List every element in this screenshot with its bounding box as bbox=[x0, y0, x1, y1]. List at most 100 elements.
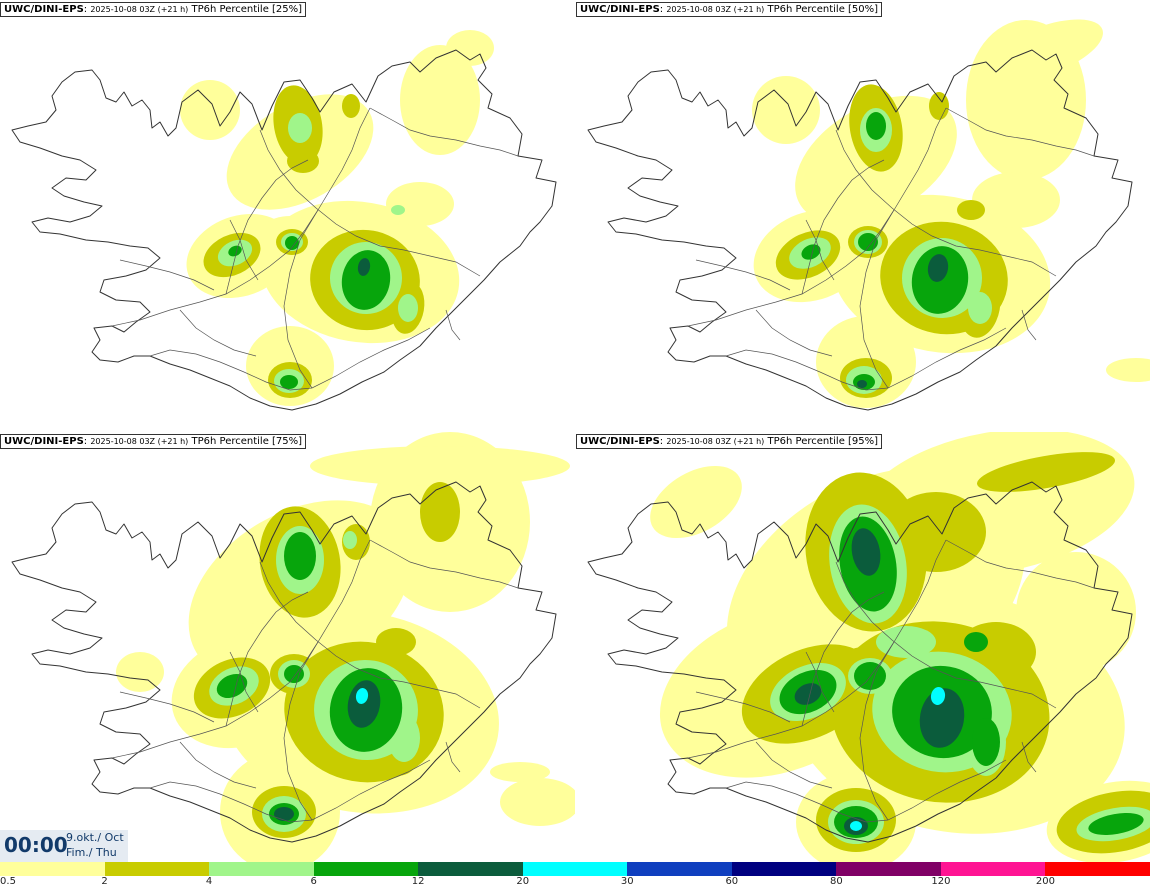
coastline bbox=[11, 481, 557, 843]
road-line bbox=[801, 591, 885, 727]
precip-contour bbox=[801, 244, 821, 260]
precip-contour bbox=[180, 80, 240, 140]
road-line bbox=[687, 539, 947, 759]
road-line bbox=[725, 327, 1007, 391]
road-line bbox=[111, 107, 371, 327]
road-line bbox=[225, 591, 309, 727]
precip-contour bbox=[854, 662, 886, 690]
precip-contour bbox=[977, 452, 1115, 492]
precip-contour bbox=[116, 652, 164, 692]
coastline bbox=[587, 481, 1133, 843]
iceland-map bbox=[11, 432, 575, 863]
legend-swatch bbox=[104, 862, 210, 876]
precip-contour bbox=[420, 482, 460, 542]
legend-label: 30 bbox=[620, 876, 634, 887]
road-line bbox=[259, 129, 481, 277]
panel-title: UWC/DINI-EPS: 2025-10-08 03Z (+21 h) TP6… bbox=[576, 2, 883, 17]
precip-contour bbox=[930, 687, 946, 705]
road-line bbox=[725, 759, 1007, 823]
road-line bbox=[149, 327, 431, 391]
precip-contour bbox=[228, 245, 242, 257]
panel-title: UWC/DINI-EPS: 2025-10-08 03Z (+21 h) TP6… bbox=[0, 434, 307, 449]
precip-contour bbox=[446, 30, 494, 66]
road-line bbox=[369, 107, 519, 157]
precip-contour bbox=[989, 19, 1103, 81]
road-line bbox=[695, 691, 791, 723]
road-line bbox=[225, 159, 309, 295]
legend-label: 12 bbox=[411, 876, 425, 887]
road-line bbox=[1021, 309, 1037, 341]
precip-contour bbox=[972, 172, 1060, 228]
precip-contour bbox=[386, 182, 454, 226]
precip-contour bbox=[355, 688, 369, 704]
precip-contour bbox=[216, 673, 248, 699]
road-line bbox=[369, 539, 519, 589]
road-line bbox=[283, 641, 319, 821]
legend-label: 60 bbox=[725, 876, 739, 887]
legend-swatch bbox=[313, 862, 419, 876]
legend-label: 20 bbox=[516, 876, 530, 887]
iceland-map bbox=[11, 30, 557, 411]
road-line bbox=[755, 741, 833, 789]
precip-contour bbox=[876, 626, 936, 658]
precip-contour bbox=[500, 778, 575, 826]
legend-swatch bbox=[836, 862, 942, 876]
legend-label: 80 bbox=[829, 876, 843, 887]
iceland-map bbox=[587, 19, 1150, 411]
valid-time-box: 00:00 9.okt./ Oct Fim./ Thu bbox=[0, 830, 128, 862]
road-line bbox=[283, 209, 319, 389]
precip-contour bbox=[274, 807, 294, 821]
precip-contour bbox=[285, 236, 299, 250]
precip-contour bbox=[280, 375, 298, 389]
precip-contour bbox=[964, 632, 988, 652]
road-line bbox=[755, 309, 833, 357]
map-panel-p50: UWC/DINI-EPS: 2025-10-08 03Z (+21 h) TP6… bbox=[576, 0, 1150, 431]
road-line bbox=[229, 651, 259, 713]
road-line bbox=[835, 129, 1057, 277]
precip-contour bbox=[490, 762, 550, 782]
road-line bbox=[111, 539, 371, 759]
precip-contour bbox=[972, 718, 1000, 766]
color-legend: 0.5 2 4 6 12 20 30 60 80 120 200 bbox=[0, 862, 1150, 891]
panel-title: UWC/DINI-EPS: 2025-10-08 03Z (+21 h) TP6… bbox=[0, 2, 307, 17]
precip-contour bbox=[794, 683, 822, 705]
panel-title: UWC/DINI-EPS: 2025-10-08 03Z (+21 h) TP6… bbox=[576, 434, 883, 449]
precip-contour bbox=[851, 528, 881, 576]
road-line bbox=[695, 259, 791, 291]
precip-contour bbox=[376, 628, 416, 656]
precip-contour bbox=[284, 532, 316, 580]
legend-swatch bbox=[522, 862, 628, 876]
precip-contour bbox=[752, 76, 820, 144]
legend-swatch bbox=[418, 862, 524, 876]
valid-day: Fim./ Thu bbox=[66, 846, 117, 859]
precip-contour bbox=[347, 680, 381, 728]
precip-contour bbox=[929, 92, 949, 120]
road-line bbox=[119, 691, 215, 723]
legend-swatch bbox=[940, 862, 1046, 876]
road-line bbox=[229, 219, 259, 281]
road-line bbox=[259, 561, 481, 709]
legend-label: 120 bbox=[931, 876, 951, 887]
precip-contour bbox=[357, 258, 371, 276]
precip-contour bbox=[927, 254, 949, 282]
road-line bbox=[119, 259, 215, 291]
legend-label: 0.5 bbox=[0, 876, 16, 887]
legend-label: 2 bbox=[101, 876, 108, 887]
road-line bbox=[1021, 741, 1037, 773]
road-line bbox=[179, 741, 257, 789]
legend-swatch bbox=[209, 862, 315, 876]
road-line bbox=[149, 759, 431, 823]
precip-contour bbox=[343, 531, 357, 549]
map-panel-p75: UWC/DINI-EPS: 2025-10-08 03Z (+21 h) TP6… bbox=[0, 432, 575, 863]
precip-contour bbox=[341, 250, 391, 310]
map-panel-p95: UWC/DINI-EPS: 2025-10-08 03Z (+21 h) TP6… bbox=[576, 432, 1150, 863]
coastline bbox=[587, 49, 1133, 411]
valid-date: 9.okt./ Oct bbox=[66, 831, 124, 844]
precip-contour bbox=[858, 233, 878, 251]
valid-time: 00:00 bbox=[4, 833, 68, 857]
precip-contour bbox=[857, 380, 867, 388]
legend-swatch bbox=[0, 862, 106, 876]
road-line bbox=[859, 209, 895, 389]
precip-contour bbox=[886, 492, 986, 572]
road-line bbox=[445, 309, 461, 341]
